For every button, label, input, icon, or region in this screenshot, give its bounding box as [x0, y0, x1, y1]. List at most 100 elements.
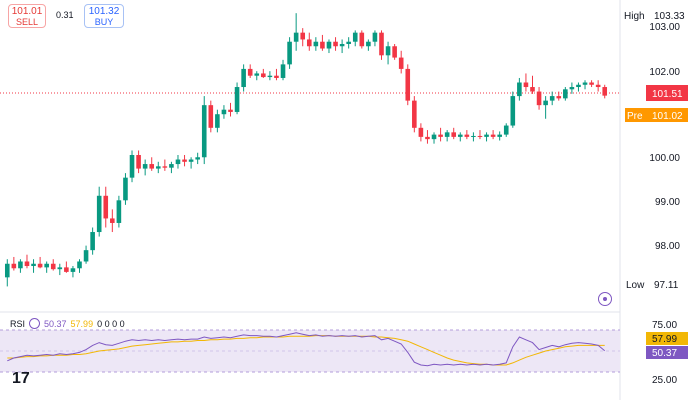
pre-value: 101.02 [652, 111, 683, 122]
rsi-tick: 75.00 [652, 320, 677, 331]
candle-body [359, 32, 365, 47]
rsi-line [7, 332, 606, 367]
candle-body [70, 268, 76, 272]
candle-body [169, 164, 174, 168]
candle-body [556, 96, 562, 99]
tradingview-logo: 17 [12, 370, 30, 387]
low-label: Low [626, 280, 645, 291]
candle-body [50, 263, 56, 270]
rsi-ma-tag-value: 57.99 [652, 334, 677, 345]
sell-button[interactable]: 101.01 SELL [8, 4, 46, 28]
candle-body [438, 134, 443, 137]
price-tick: 99.00 [655, 197, 680, 208]
candle-body [366, 41, 371, 47]
candle-body [129, 155, 135, 178]
buy-button[interactable]: 101.32 BUY [84, 4, 124, 28]
candle-body [536, 91, 542, 106]
price-tick: 98.00 [655, 241, 680, 252]
candle-body [123, 177, 128, 201]
candle-body [116, 200, 122, 223]
candle-body [64, 267, 69, 272]
candle-body [549, 96, 555, 101]
candle-body [96, 195, 102, 233]
candle-body [576, 84, 581, 88]
candle-body [175, 159, 181, 165]
candle-body [464, 134, 470, 137]
candle-body [484, 134, 489, 137]
last-price-tag [646, 85, 688, 101]
pre-label-tag [625, 108, 646, 122]
price-tick: 102.00 [649, 67, 680, 78]
candle-body [136, 155, 141, 169]
candle-body [451, 132, 457, 137]
candle-body [24, 261, 30, 267]
pre-label: Pre [627, 111, 643, 122]
candle-body [90, 232, 95, 251]
candle-body [313, 41, 319, 47]
candle-body [306, 39, 312, 47]
candle-body [142, 164, 148, 169]
candle-body [77, 261, 82, 269]
candle-body [602, 87, 608, 96]
price-tick: 103.00 [649, 22, 680, 33]
low-value: 97.11 [654, 280, 679, 291]
sell-label: SELL [15, 17, 39, 27]
rsi-value-tag [646, 346, 688, 359]
candle-body [333, 41, 338, 47]
candle-body [274, 75, 279, 78]
candle-body [234, 87, 240, 112]
rsi-legend[interactable]: RSI 50.37 57.99 0 0 0 0 [10, 318, 125, 329]
candle-body [300, 32, 306, 40]
candle-body [517, 82, 522, 97]
sell-price: 101.01 [11, 6, 43, 17]
rsi-ma-value: 57.99 [70, 318, 94, 329]
candle-body [261, 73, 266, 78]
candle-body [221, 109, 227, 115]
candle-body [510, 96, 516, 126]
candle-body [31, 263, 36, 267]
candle-body [110, 218, 115, 223]
candle-body [398, 57, 404, 69]
candle-body [346, 41, 351, 44]
candle-body [392, 46, 397, 58]
rsi-settings-icon[interactable] [29, 318, 41, 329]
candle-body [569, 87, 575, 90]
candle-body [339, 43, 345, 47]
candle-body [444, 132, 450, 137]
rsi-value: 50.37 [44, 318, 67, 329]
last-price-value: 101.51 [652, 89, 683, 100]
buy-price: 101.32 [88, 6, 120, 17]
candle-body [589, 82, 594, 85]
candle-body [11, 263, 17, 269]
candle-body [162, 166, 168, 168]
candle-body [57, 267, 63, 270]
spread-value: 0.31 [56, 10, 74, 20]
candle-body [267, 75, 273, 78]
candle-body [457, 134, 463, 137]
price-tick: 100.00 [649, 153, 680, 164]
navigation-icon[interactable] [598, 292, 612, 306]
candle-body [208, 105, 214, 128]
candle-body [412, 100, 417, 128]
candle-body [18, 261, 23, 269]
candle-body [182, 159, 187, 162]
candle-body [326, 41, 332, 49]
rsi-extra-values: 0 0 0 0 [97, 318, 125, 329]
candle-body [241, 68, 246, 88]
candle-body [471, 135, 476, 137]
candle-body [4, 263, 10, 278]
candle-body [320, 41, 325, 49]
candle-body [595, 84, 601, 88]
candle-body [418, 127, 424, 137]
candle-body [352, 32, 358, 42]
candle-body [523, 82, 529, 88]
candle-body [530, 87, 535, 92]
candle-body [287, 41, 292, 65]
candle-body [254, 73, 260, 76]
candle-body [431, 134, 437, 140]
candle-body [149, 164, 155, 169]
buy-label: BUY [94, 17, 114, 27]
rsi-label: RSI [10, 318, 26, 329]
candle-body [582, 82, 588, 85]
